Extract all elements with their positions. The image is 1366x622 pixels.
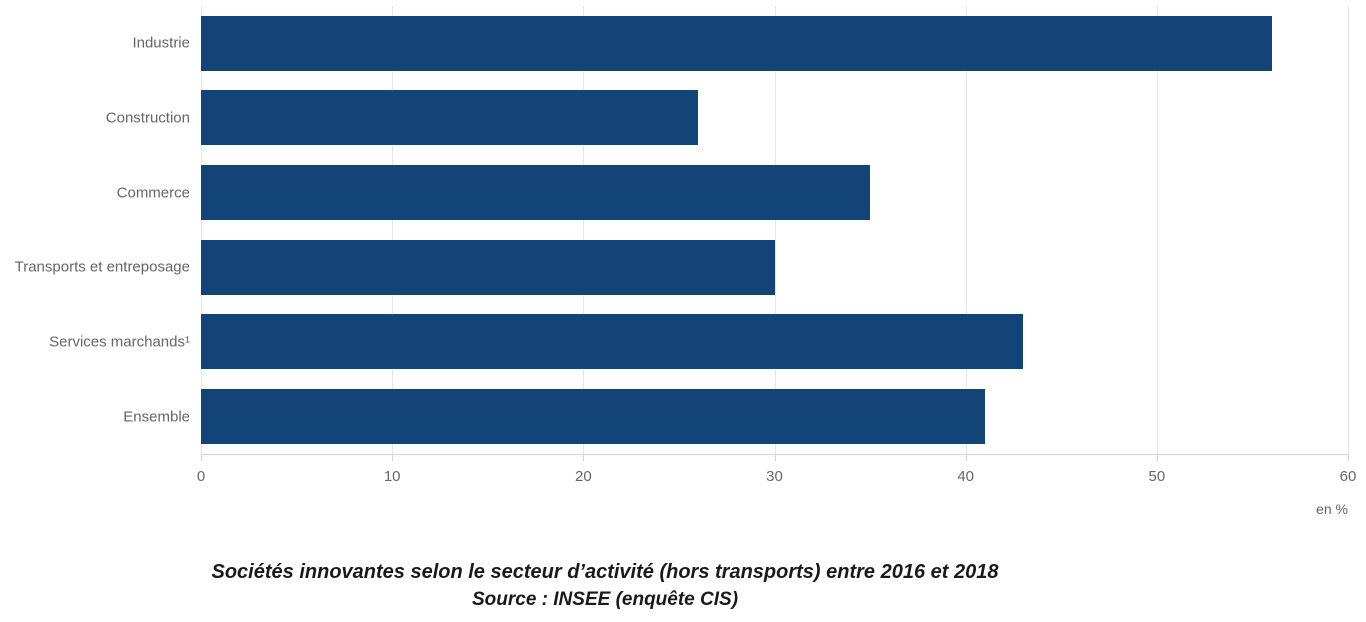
- category-label: Construction: [105, 109, 190, 127]
- chart-caption: Sociétés innovantes selon le secteur d’a…: [0, 558, 1210, 614]
- x-tick-mark: [392, 455, 394, 461]
- bar-2: [201, 90, 699, 146]
- category-label: Transports et entreposage: [14, 258, 190, 276]
- x-axis-unit-label: en %: [1316, 501, 1348, 517]
- bar-row: [201, 230, 1348, 305]
- gridline: [201, 6, 202, 454]
- bar-row: [201, 379, 1348, 454]
- category-label: Ensemble: [123, 408, 190, 426]
- x-tick-label: 30: [766, 468, 783, 485]
- category-label: Commerce: [116, 184, 190, 202]
- x-tick-mark: [965, 455, 967, 461]
- bar-4: [201, 239, 775, 295]
- x-tick-label: 50: [1148, 468, 1166, 485]
- x-tick-mark: [1156, 455, 1158, 461]
- gridline: [965, 6, 967, 454]
- bar-row: [201, 305, 1348, 380]
- bar-row: [201, 155, 1348, 230]
- x-tick-label: 40: [957, 468, 974, 485]
- bar-6: [201, 389, 985, 445]
- plot-area: [201, 6, 1349, 454]
- x-tick-mark: [201, 455, 202, 461]
- bar-row: [201, 81, 1348, 156]
- gridline: [1348, 6, 1349, 454]
- bar-3: [201, 165, 871, 221]
- category-label: Services marchands¹: [49, 333, 190, 351]
- gridline: [1156, 6, 1158, 454]
- bar-1: [201, 15, 1272, 71]
- x-tick-label: 10: [383, 468, 401, 485]
- chart-source: Source : INSEE (enquête CIS): [471, 589, 739, 610]
- x-tick-mark: [583, 455, 585, 461]
- bar-5: [201, 314, 1024, 370]
- x-tick-mark: [774, 455, 776, 461]
- gridline: [774, 6, 776, 454]
- gridline: [392, 6, 394, 454]
- x-axis-ticks: 0 10 20 30 40 50 60: [197, 455, 1356, 495]
- y-axis-category-labels: Industrie Construction Commerce Transports …: [0, 6, 190, 454]
- x-tick-label: 0: [196, 468, 206, 485]
- gridline: [583, 6, 585, 454]
- category-label: Industrie: [132, 34, 190, 52]
- chart-title: Sociétés innovantes selon le secteur d’a…: [211, 561, 999, 583]
- x-axis-line: [201, 454, 1349, 455]
- x-tick-label: 60: [1339, 468, 1357, 485]
- x-tick-mark: [1348, 455, 1349, 461]
- x-tick-label: 20: [574, 468, 592, 485]
- bar-row: [201, 6, 1348, 81]
